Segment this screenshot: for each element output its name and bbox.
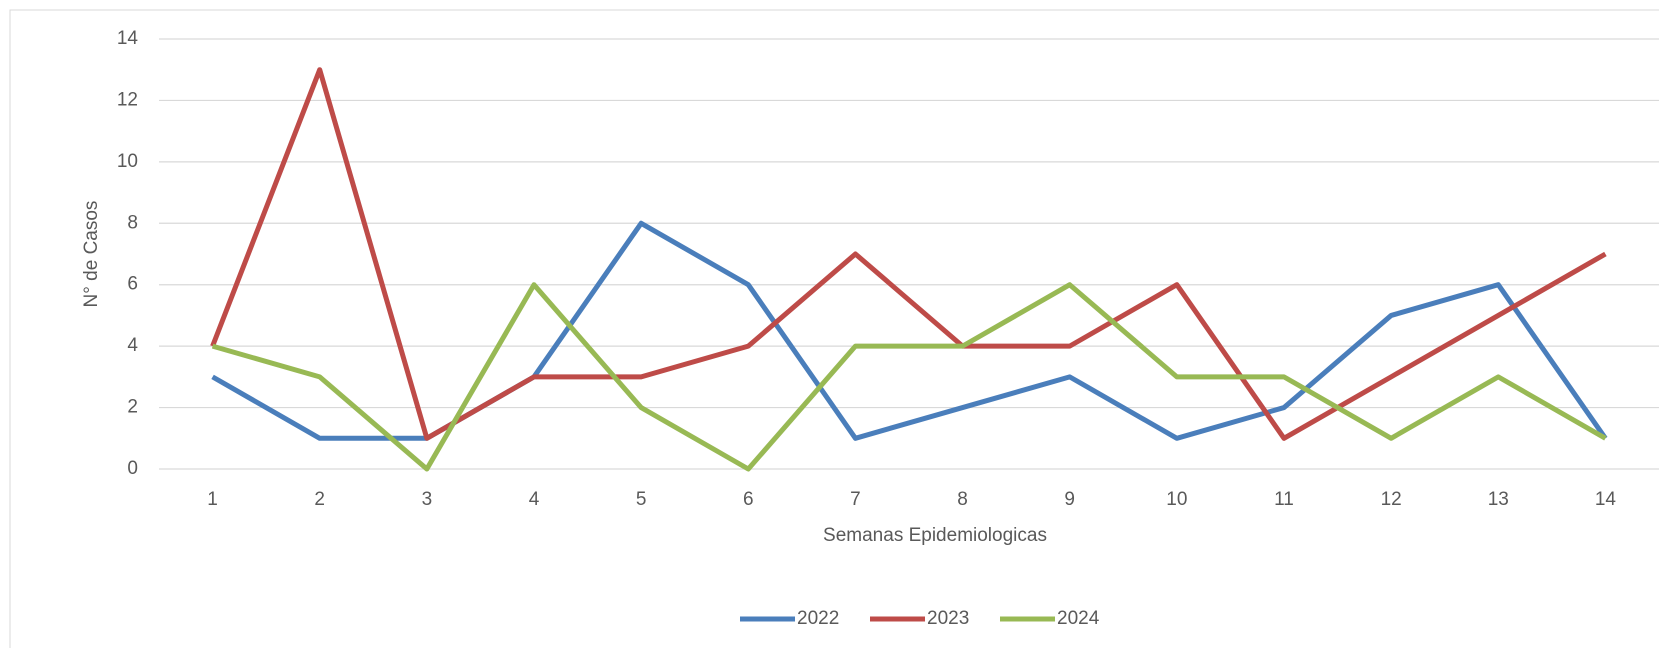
x-tick-label: 1 [207,489,218,510]
x-tick-label: 14 [1595,489,1617,510]
y-tick-label: 12 [117,89,138,110]
y-tick-label: 6 [127,274,138,295]
chart-border [9,9,1659,648]
x-tick-label: 8 [957,489,968,510]
legend-label: 2024 [1057,608,1100,629]
y-tick-label: 10 [117,151,138,172]
y-tick-label: 14 [117,28,139,49]
x-tick-label: 2 [314,489,325,510]
x-tick-label: 11 [1274,489,1294,510]
x-tick-label: 6 [743,489,754,510]
line-series [211,282,1607,472]
legend-label: 2022 [797,608,839,629]
y-axis-title: N° de Casos [81,201,102,308]
x-tick-label: 3 [422,489,433,510]
x-tick-label: 10 [1166,489,1187,510]
y-tick-label: 0 [127,458,138,479]
x-tick-label: 12 [1381,489,1402,510]
x-tick-label: 5 [636,489,647,510]
legend-label: 2023 [927,608,969,629]
x-axis-title: Semanas Epidemiologicas [823,525,1047,546]
x-tick-label: 4 [529,489,540,510]
x-tick-label: 9 [1064,489,1075,510]
y-tick-label: 4 [127,335,138,356]
x-tick-label: 13 [1488,489,1509,510]
x-tick-label: 7 [850,489,861,510]
y-tick-label: 8 [127,212,138,233]
line-series [210,67,1607,441]
y-tick-label: 2 [127,397,138,418]
